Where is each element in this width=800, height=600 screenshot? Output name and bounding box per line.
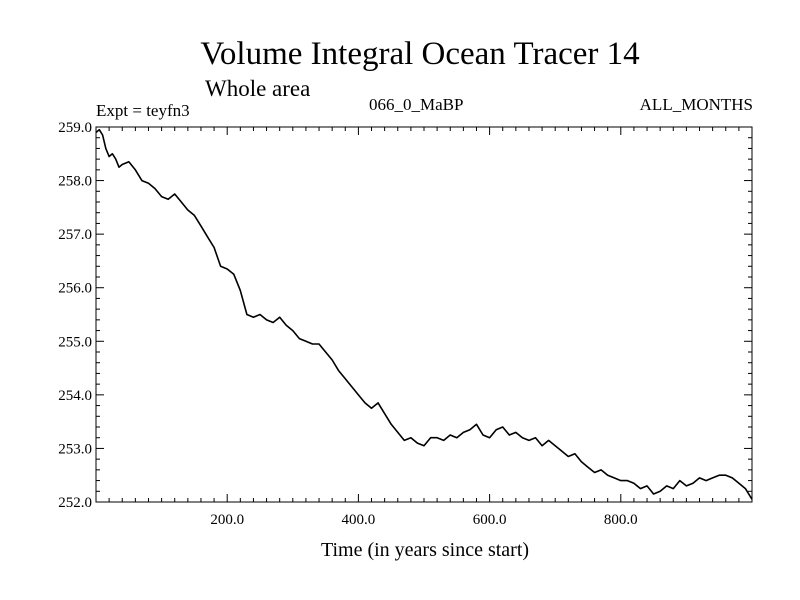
x-tick-label: 600.0 <box>473 512 507 528</box>
x-tick-label: 200.0 <box>210 512 244 528</box>
y-tick-label: 253.0 <box>58 441 92 457</box>
y-tick-label: 258.0 <box>58 174 92 190</box>
axis-ticks <box>96 126 752 503</box>
chart-title: Volume Integral Ocean Tracer 14 <box>200 36 640 72</box>
y-tick-label: 257.0 <box>58 227 92 243</box>
series-line <box>95 128 753 500</box>
x-tick-label: 800.0 <box>604 512 638 528</box>
experiment-label: Expt = teyfn3 <box>96 101 190 120</box>
period-label: 066_0_MaBP <box>369 95 464 114</box>
y-tick-label: 252.0 <box>58 495 92 511</box>
months-label: ALL_MONTHS <box>639 95 753 114</box>
y-tick-label: 254.0 <box>58 388 92 404</box>
x-tick-label: 400.0 <box>342 512 376 528</box>
tick-labels: 252.0 253.0 254.0 255.0 256.0 257.0 258.0 259.0… <box>58 120 637 528</box>
y-tick-label: 256.0 <box>58 281 92 297</box>
chart-subtitle: Whole area <box>205 76 311 101</box>
y-tick-label: 255.0 <box>58 334 92 350</box>
x-axis-label: Time (in years since start) <box>320 539 530 561</box>
y-tick-label: 259.0 <box>58 120 92 136</box>
